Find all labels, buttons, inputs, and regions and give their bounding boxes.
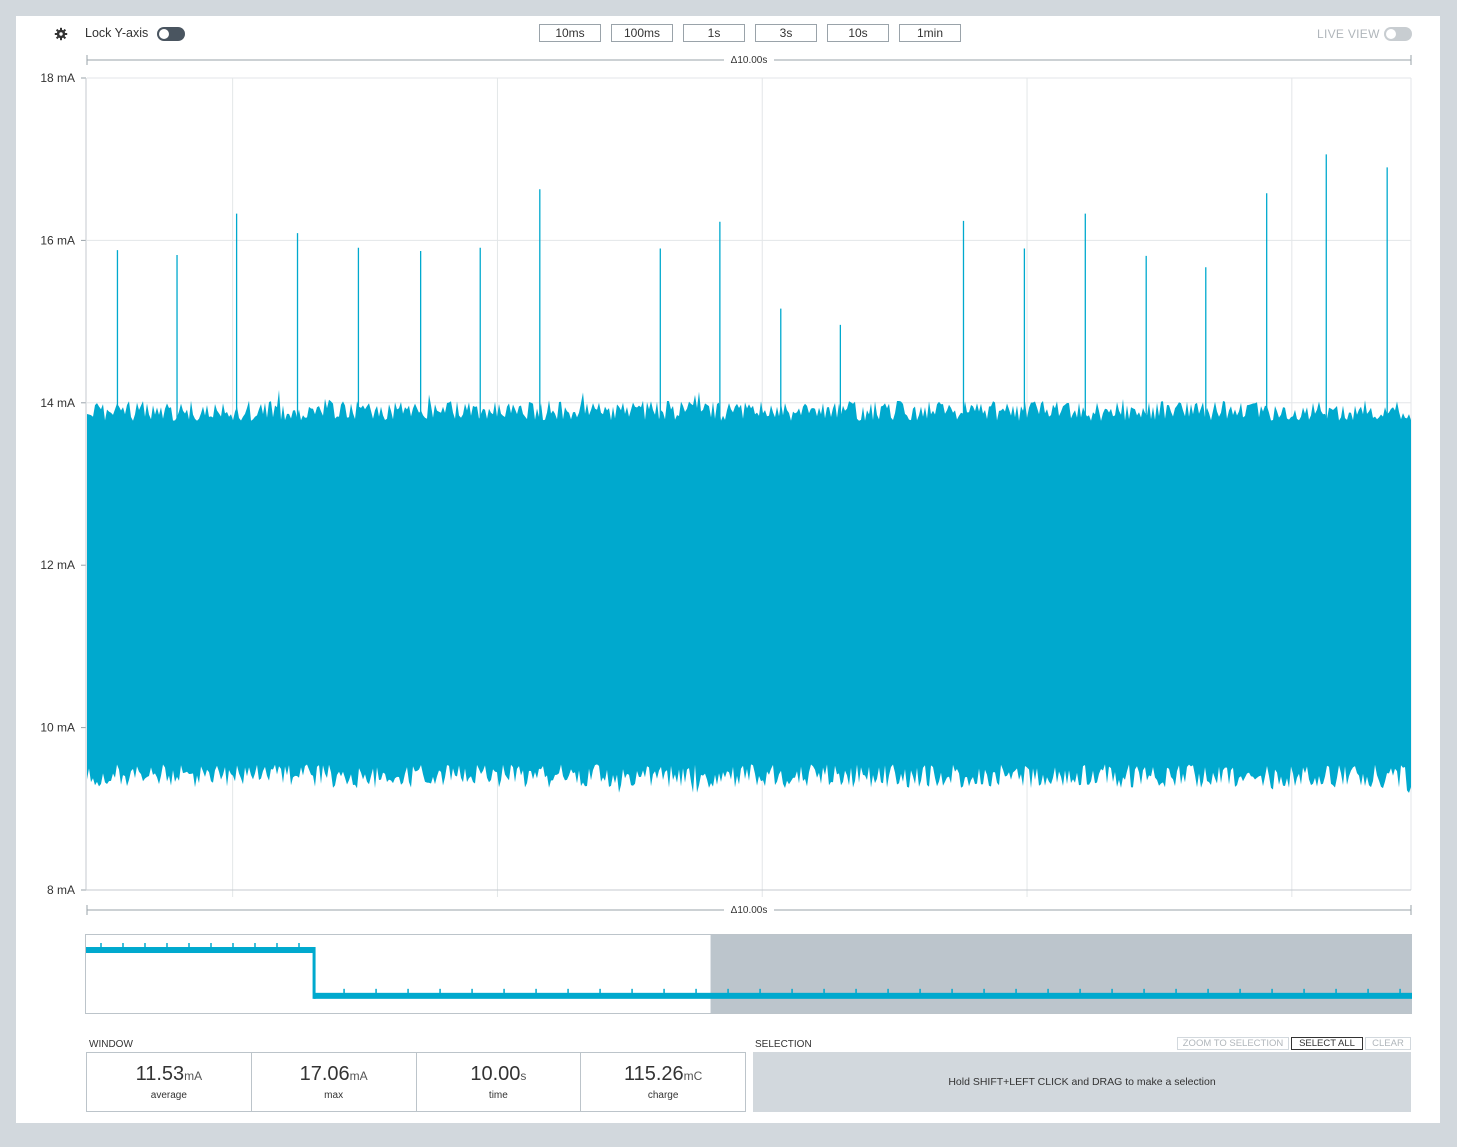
stat-unit: mA [349, 1069, 368, 1083]
y-tick-label: 12 mA [40, 558, 75, 572]
toggle-knob [1386, 29, 1396, 39]
overview-selection[interactable] [710, 935, 1412, 1013]
stat-value: 115.26 [623, 1063, 684, 1085]
overview-chart[interactable] [85, 934, 1412, 1014]
select-all-button[interactable]: SELECT ALL [1291, 1037, 1363, 1050]
overview-low-segment [314, 992, 1412, 999]
signal-band [87, 389, 1411, 793]
window-section-title: WINDOW [89, 1039, 133, 1050]
window-stats: 11.53mA average 17.06mA max 10.00s time … [86, 1052, 746, 1112]
stat-average: 11.53mA average [87, 1053, 252, 1111]
live-view-toggle[interactable] [1384, 27, 1412, 41]
bottom-span-label: Δ10.00s [731, 905, 768, 916]
stat-charge: 115.26mC charge [581, 1053, 745, 1111]
bottom-span-bar: Δ10.00s [86, 903, 1412, 917]
stat-max: 17.06mA max [252, 1053, 417, 1111]
live-view-label: LIVE VIEW [1317, 27, 1380, 41]
window-1min-button[interactable]: 1min [899, 24, 961, 42]
top-span-bar: Δ10.00s [86, 53, 1412, 67]
window-3s-button[interactable]: 3s [755, 24, 817, 42]
y-tick-label: 18 mA [40, 71, 75, 85]
clear-button[interactable]: CLEAR [1365, 1037, 1411, 1050]
selection-hint: Hold SHIFT+LEFT CLICK and DRAG to make a… [948, 1076, 1216, 1088]
lock-y-axis-toggle[interactable] [157, 27, 185, 41]
y-tick-label: 14 mA [40, 396, 75, 410]
current-chart[interactable]: Δ10.00s 18 mA 16 mA 14 mA 12 mA 10 mA 8 mA Δ1… [0, 0, 1457, 920]
window-10s-button[interactable]: 10s [827, 24, 889, 42]
y-axis: 18 mA 16 mA 14 mA 12 mA 10 mA 8 mA [40, 71, 86, 897]
stat-label: charge [647, 1090, 679, 1101]
y-tick-label: 16 mA [40, 233, 75, 247]
selection-section-title: SELECTION [755, 1039, 812, 1050]
zoom-to-selection-button[interactable]: ZOOM TO SELECTION [1177, 1037, 1289, 1050]
selection-box[interactable]: Hold SHIFT+LEFT CLICK and DRAG to make a… [753, 1052, 1411, 1112]
lock-y-axis-label: Lock Y-axis [85, 26, 149, 40]
window-1s-button[interactable]: 1s [683, 24, 745, 42]
stat-time: 10.00s time [417, 1053, 582, 1111]
stat-value: 11.53 [135, 1063, 185, 1085]
signal-spikes [116, 154, 1388, 421]
window-10ms-button[interactable]: 10ms [539, 24, 601, 42]
stat-unit: s [520, 1069, 527, 1083]
stat-label: max [324, 1090, 344, 1101]
stat-value: 17.06 [299, 1063, 350, 1085]
stat-unit: mA [184, 1069, 203, 1083]
y-tick-label: 10 mA [40, 721, 75, 735]
overview-trace [86, 943, 1412, 999]
stat-label: average [150, 1090, 187, 1101]
overview-step [312, 947, 316, 999]
stat-unit: mC [683, 1069, 703, 1083]
overview-high-segment [86, 947, 315, 954]
window-100ms-button[interactable]: 100ms [611, 24, 673, 42]
gear-icon[interactable] [54, 27, 68, 41]
top-span-label: Δ10.00s [731, 55, 768, 66]
y-tick-label: 8 mA [47, 883, 75, 897]
signal-trace [87, 389, 1411, 793]
stat-value: 10.00 [470, 1063, 521, 1085]
stat-label: time [488, 1090, 508, 1101]
toggle-knob [159, 29, 169, 39]
